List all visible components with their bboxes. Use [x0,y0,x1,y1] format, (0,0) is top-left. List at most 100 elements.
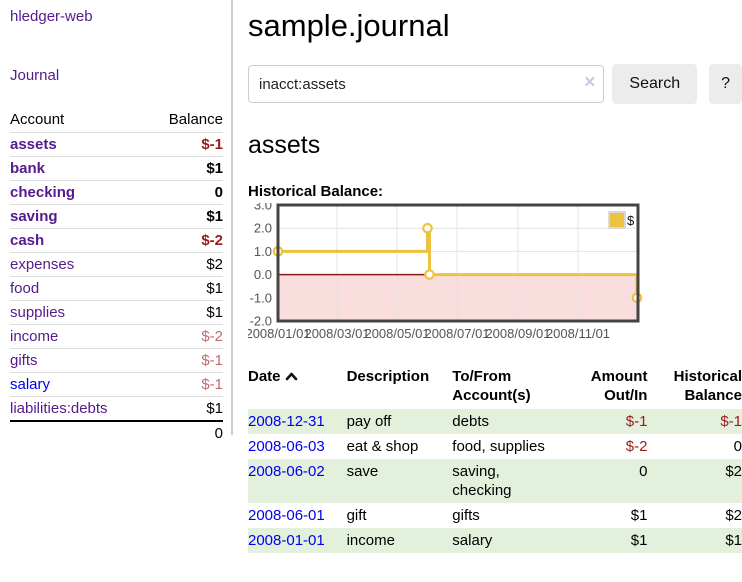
account-balance: $-2 [146,228,223,253]
account-balance: $1 [146,204,223,229]
account-row: assets $-1 [10,132,223,157]
x-axis-tick-label: 2008/11/01 [546,326,610,341]
transaction-balance: $1 [725,532,742,549]
sort-ascending-icon [285,368,298,387]
transaction-accounts: salary [452,532,493,549]
transaction-date-cell: 2008-06-01 [248,503,347,528]
transaction-description: eat & shop [346,438,419,455]
accounts-total-value: 0 [146,420,223,445]
chart-title: Historical Balance: [248,183,384,200]
account-row: income $-2 [10,324,223,349]
account-link[interactable]: checking [10,184,76,201]
account-balance: $-1 [146,132,223,157]
data-point [424,269,435,280]
account-row: bank $1 [10,156,223,181]
account-link[interactable]: saving [10,208,58,225]
transaction-description: save [346,463,379,480]
register-header-balance: Historical Balance [673,368,742,404]
transaction-date-link[interactable]: 2008-06-02 [248,463,325,480]
nav-journal-link[interactable]: Journal [10,67,60,84]
account-link[interactable]: bank [10,160,46,177]
account-link[interactable]: income [10,328,59,345]
account-link[interactable]: assets [10,136,57,153]
accounts-total-row: 0 [10,420,223,445]
transaction-row: 2008-01-01 income salary $1 $1 [248,528,742,553]
account-link[interactable]: cash [10,232,45,249]
accounts-total-spacer [10,420,147,445]
chart-canvas[interactable]: $3.0 2.0 1.0 0.0 -1.0 -2.02008/01/012008/03/0… [245,198,660,345]
clear-search-icon[interactable]: × [584,72,596,93]
main-content: sample.journal × Search ? assets Histori… [233,0,742,553]
y-axis-tick-label: 0.0 [254,267,272,282]
legend-swatch [608,211,626,229]
account-row: cash $-2 [10,228,223,253]
transaction-accounts: food, supplies [452,438,545,455]
account-row: checking 0 [10,180,223,205]
account-balance: $2 [146,252,223,277]
account-row: food $1 [10,276,223,301]
y-axis-tick-label: -1.0 [250,290,272,305]
transaction-date-link[interactable]: 2008-06-01 [248,507,325,524]
account-balance: $-1 [146,348,223,373]
transaction-row: 2008-12-31 pay off debts $-1 $-1 [248,409,742,434]
account-heading: assets [248,131,321,159]
transaction-row: 2008-06-03 eat & shop food, supplies $-2 0 [248,434,742,459]
transaction-amount: 0 [639,463,648,480]
account-link[interactable]: expenses [10,256,75,273]
account-link[interactable]: gifts [10,352,38,369]
search-input[interactable] [248,65,605,103]
accounts-table: Account Balance assets $-1 bank $1 checking 0… [10,108,223,445]
register-header-accounts: To/From Account(s) [452,368,531,404]
account-row: liabilities:debts $1 [10,396,223,421]
x-axis-tick-label: 2008/09/01 [485,326,550,341]
transaction-row: 2008-06-02 save saving, checking 0 $2 [248,459,742,503]
transaction-date-link[interactable]: 2008-12-31 [248,413,325,430]
account-balance: $-2 [146,324,223,349]
app-title-link[interactable]: hledger-web [10,8,93,25]
sidebar: hledger-web Journal Account Balance asse… [0,0,233,445]
transaction-date-link[interactable]: 2008-06-03 [248,438,325,455]
register-table: Date Description To/From Account(s) Amou… [248,365,742,553]
historical-balance-chart[interactable]: $3.0 2.0 1.0 0.0 -1.0 -2.0 2008/01/01 2008/03/0… [245,198,742,349]
transaction-row: 2008-06-01 gift gifts $1 $2 [248,503,742,528]
data-point [422,222,433,234]
account-balance: $1 [146,156,223,181]
account-row: salary $-1 [10,372,223,397]
transaction-accounts: saving, checking [452,463,512,499]
search-row: × Search ? [248,64,742,104]
register-header-row: Date Description To/From Account(s) Amou… [248,365,742,409]
transaction-amount: $1 [630,532,648,549]
account-link[interactable]: food [10,280,40,297]
account-balance: $1 [146,300,223,325]
search-box: × [248,65,605,103]
transaction-balance: $-1 [720,413,742,430]
transaction-amount: $-1 [625,413,648,430]
search-button[interactable]: Search [612,64,698,104]
transaction-date-cell: 2008-01-01 [248,528,347,553]
account-link[interactable]: liabilities:debts [10,400,108,417]
y-axis-tick-label: 1.0 [254,244,272,259]
register-header-date[interactable]: Date [248,365,347,409]
y-axis-tick-label: 3.0 [254,203,272,213]
account-row: supplies $1 [10,300,223,325]
plot-border [276,203,640,323]
transaction-date-cell: 2008-06-02 [248,459,347,503]
register-header-amount: Amount Out/In [590,368,648,404]
account-link[interactable]: supplies [10,304,66,321]
page: hledger-web Journal Account Balance asse… [0,0,742,553]
transaction-balance: $2 [725,507,742,524]
x-axis-tick-label: 2008/07/01 [424,326,489,341]
help-button[interactable]: ? [709,64,742,104]
account-row: gifts $-1 [10,348,223,373]
account-balance: $-1 [146,372,223,397]
register-header-date-label: Date [248,368,281,385]
legend-label: $ [627,213,635,228]
y-axis-tick-label: 2.0 [254,221,272,236]
transaction-date-link[interactable]: 2008-01-01 [248,532,325,549]
transaction-description: gift [346,507,367,524]
account-row: expenses $2 [10,252,223,277]
account-link[interactable]: salary [10,376,51,393]
transaction-amount: $1 [630,507,648,524]
transaction-balance: 0 [733,438,742,455]
account-balance: $1 [146,276,223,301]
